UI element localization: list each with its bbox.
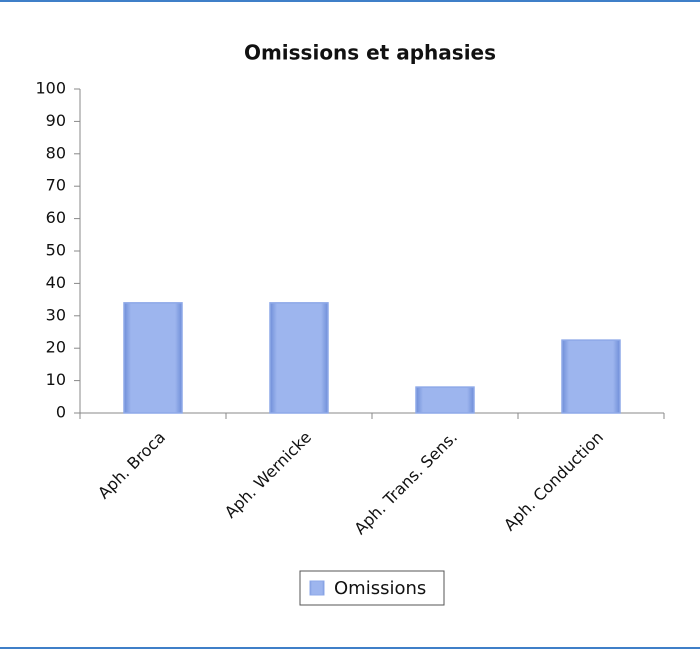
legend: Omissions [299, 570, 445, 606]
y-tick-label: 80 [46, 143, 66, 162]
bar [561, 339, 621, 414]
x-tick-label: Aph. Wernicke [221, 428, 315, 522]
y-tick-label: 60 [46, 208, 66, 227]
x-tick-label: Aph. Conduction [500, 428, 607, 535]
y-tick-label: 10 [46, 370, 66, 389]
y-tick-label: 40 [46, 273, 66, 292]
legend-swatch [309, 580, 325, 596]
x-tick-label: Aph. Trans. Sens. [350, 428, 461, 539]
y-tick-label: 30 [46, 305, 66, 324]
y-tick-label: 70 [46, 176, 66, 195]
y-tick-label: 0 [56, 403, 66, 422]
bar [269, 302, 329, 414]
bar [415, 386, 475, 414]
y-tick-label: 90 [46, 111, 66, 130]
chart-title: Omissions et aphasies [244, 41, 496, 65]
y-tick-label: 50 [46, 241, 66, 260]
y-tick-label: 20 [46, 338, 66, 357]
x-tick-label: Aph. Broca [94, 428, 169, 503]
bar [123, 302, 183, 414]
legend-label: Omissions [334, 578, 426, 599]
y-tick-label: 100 [35, 79, 66, 98]
